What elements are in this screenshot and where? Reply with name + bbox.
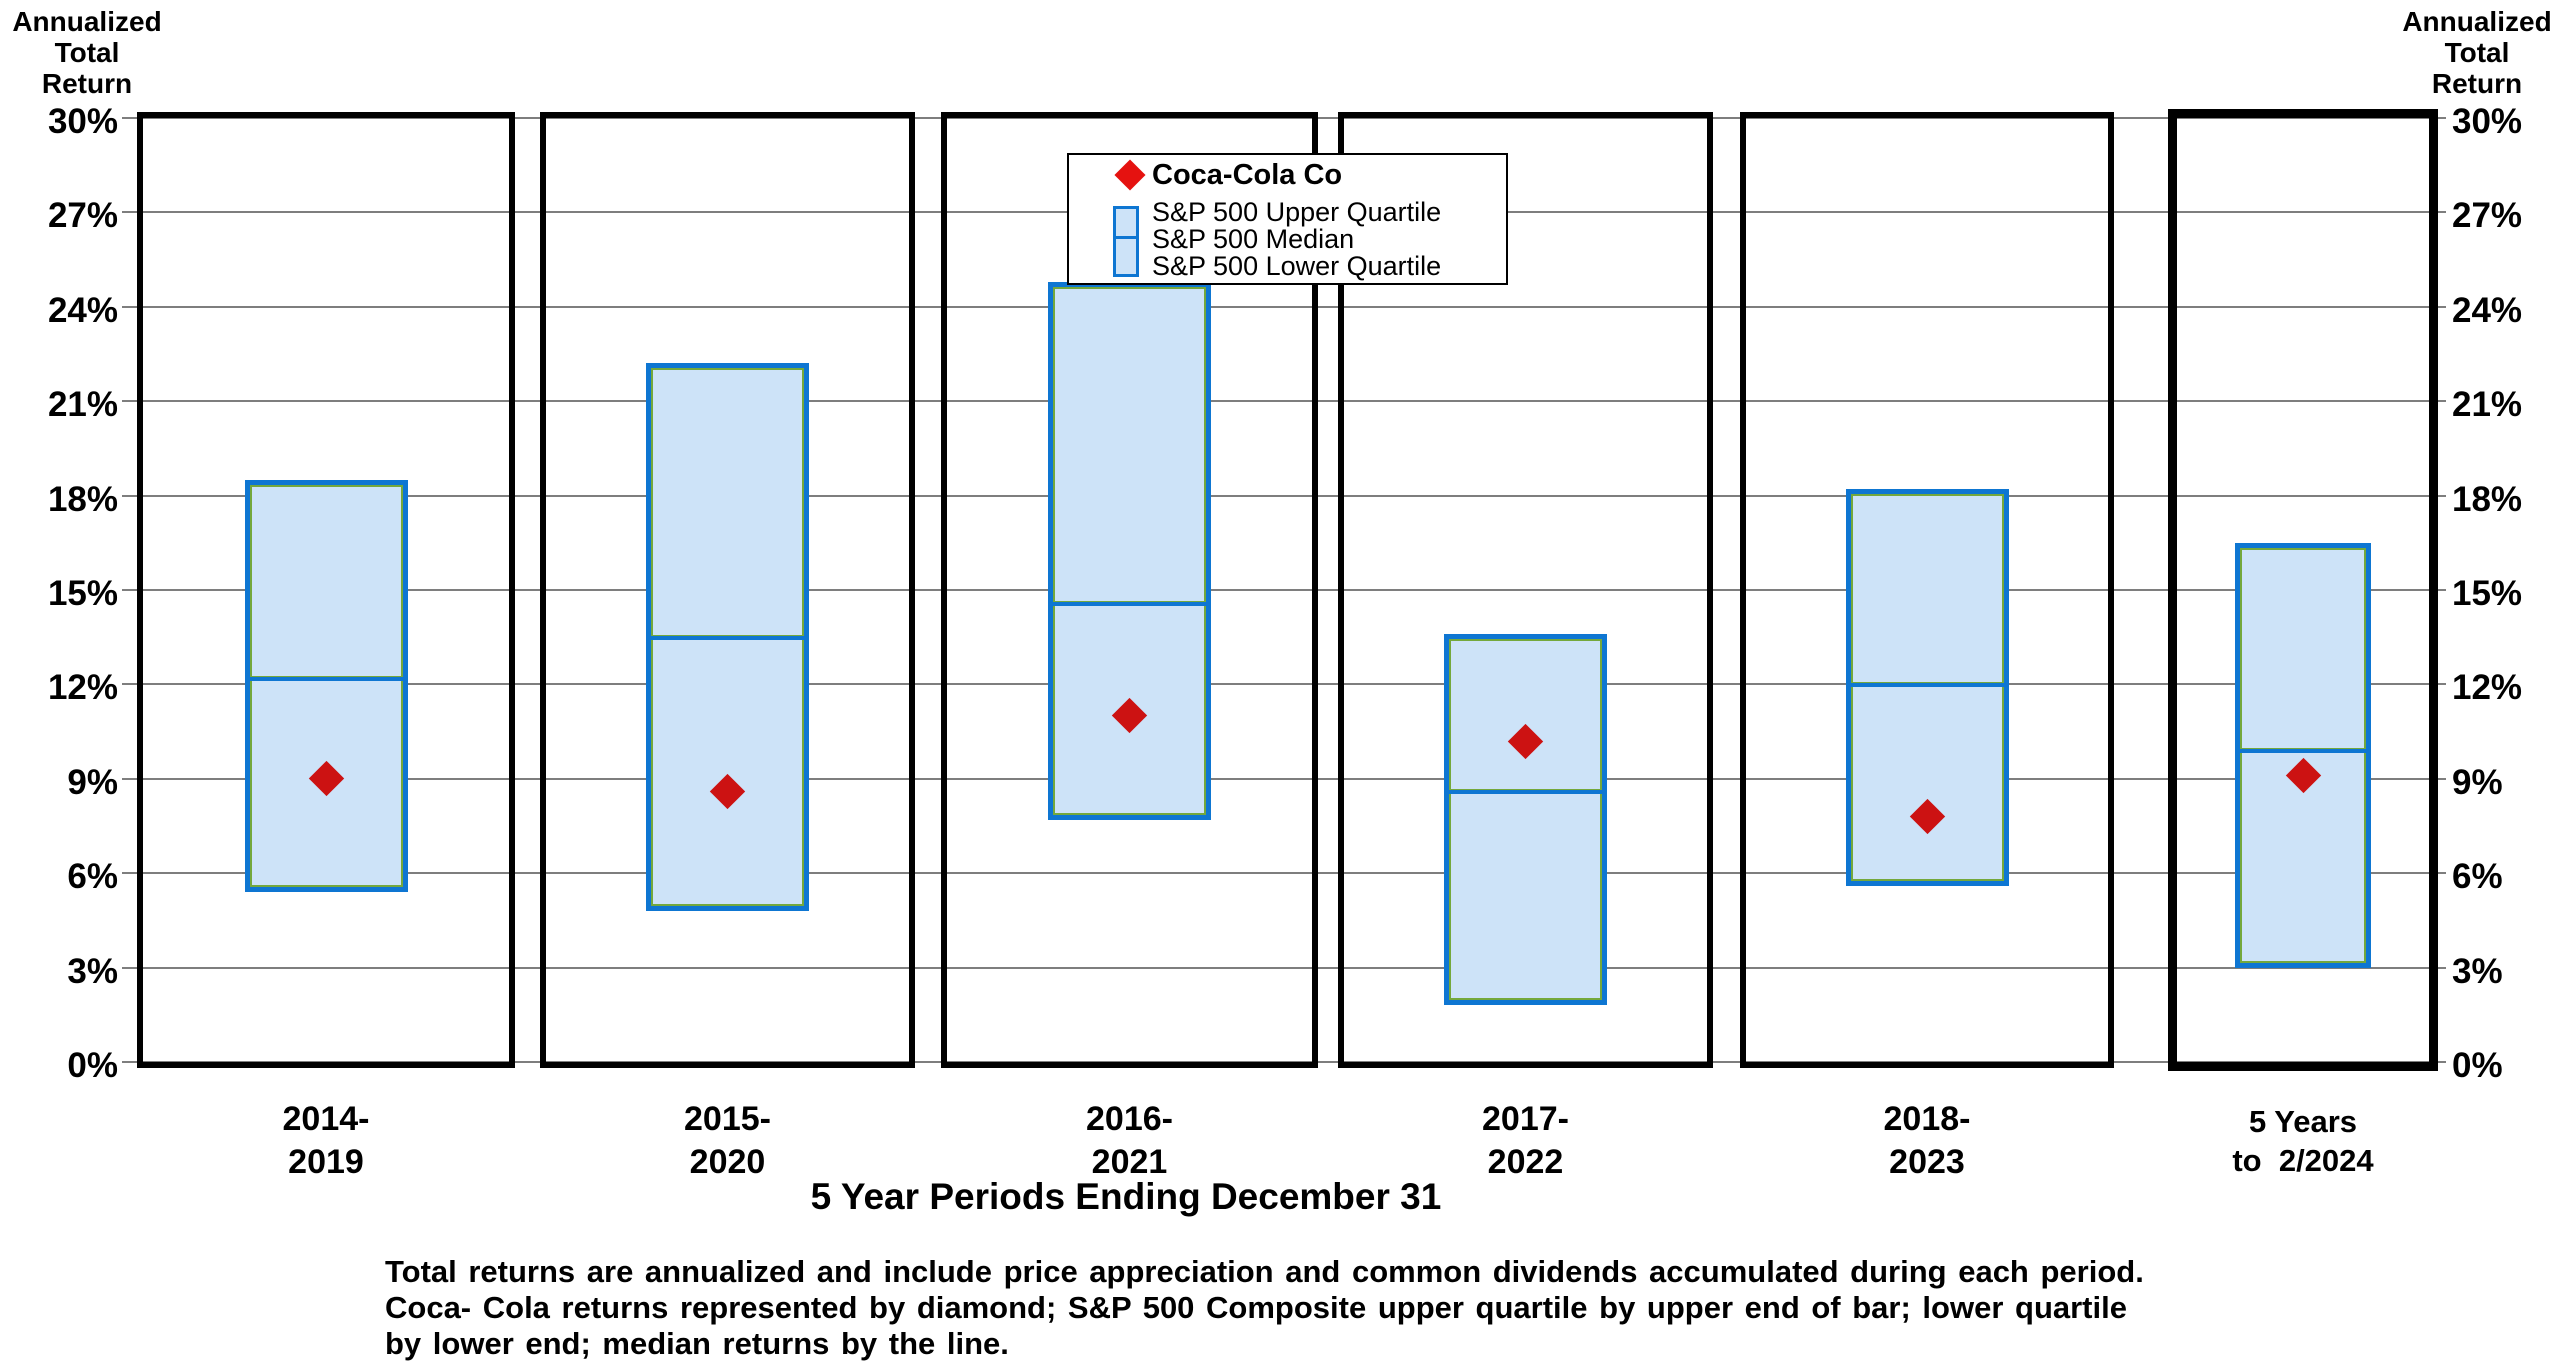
y-tick-label-right-12: 12% (2452, 668, 2523, 708)
y-tick-label-right-3: 3% (2452, 951, 2503, 991)
x-category-label-line: 2022 (1487, 1143, 1564, 1181)
sp500-quartile-bar-4 (1444, 634, 1607, 1006)
median-line-icon (1116, 236, 1136, 239)
y-tick-label-left-27: 27% (47, 196, 118, 236)
x-category-label-5: 2018- 2023 (1740, 1098, 2114, 1184)
x-category-label-2: 2015- 2020 (540, 1098, 915, 1184)
gridline-18 (122, 494, 2446, 497)
x-category-label-3: 2016- 2021 (941, 1098, 1318, 1184)
panel-3 (941, 112, 1318, 1068)
x-category-label-line: 2018- (1883, 1100, 1971, 1138)
y-tick-label-left-9: 9% (67, 762, 118, 802)
panel-5 (1740, 112, 2114, 1068)
y-tick-label-left-24: 24% (47, 290, 118, 330)
footnote-line: Coca- Cola returns represented by diamon… (385, 1290, 2127, 1325)
y-axis-title-line: Annualized (2402, 6, 2552, 37)
footnote: Total returns are annualized and include… (385, 1254, 2215, 1362)
y-tick-label-right-18: 18% (2452, 479, 2523, 519)
sp500-quartile-bar-1 (244, 479, 408, 893)
y-tick-label-left-3: 3% (67, 951, 118, 991)
sp500-quartile-bar-3 (1048, 281, 1211, 820)
gridline-6 (122, 872, 2446, 875)
legend-items: S&P 500 Upper Quartile S&P 500 Median S&… (1152, 199, 1441, 280)
y-axis-title-right: Annualized Total Return (2392, 6, 2560, 99)
x-category-label-line: 2021 (1091, 1143, 1168, 1181)
x-category-label-4: 2017- 2022 (1338, 1098, 1713, 1184)
y-tick-label-right-24: 24% (2452, 290, 2523, 330)
x-category-label-line: 2019 (288, 1143, 364, 1181)
panel-2 (540, 112, 915, 1068)
gridline-21 (122, 400, 2446, 403)
gridline-9 (122, 777, 2446, 780)
y-tick-label-left-6: 6% (67, 857, 118, 897)
x-category-label-line: 2023 (1889, 1143, 1965, 1181)
legend-label-lower-quartile: S&P 500 Lower Quartile (1152, 251, 1442, 281)
sp500-quartile-bar-6 (2235, 542, 2371, 968)
y-tick-label-right-21: 21% (2452, 385, 2523, 425)
x-category-label-line: 2014- (282, 1100, 370, 1138)
sp500-quartile-bar-2 (646, 363, 809, 911)
gridline-15 (122, 589, 2446, 591)
y-tick-label-right-30: 30% (2452, 102, 2523, 141)
x-category-label-1: 2014- 2019 (137, 1098, 515, 1184)
x-axis-caption: 5 Year Periods Ending December 31 (810, 1176, 1442, 1217)
sp500-median-line-5 (1850, 682, 2004, 688)
gridline-12 (122, 683, 2446, 686)
y-tick-label-left-30: 30% (47, 102, 118, 141)
footnote-line: Total returns are annualized and include… (385, 1254, 2144, 1289)
sp500-median-line-3 (1053, 600, 1206, 606)
x-category-label-line: 2016- (1086, 1100, 1173, 1138)
x-category-label-line: 5 Years (2248, 1104, 2358, 1139)
y-tick-label-left-12: 12% (47, 668, 118, 708)
sp500-median-line-1 (249, 676, 403, 682)
legend: Coca-Cola Co S&P 500 Upper Quartile S&P … (1067, 153, 1508, 285)
coca-cola-diamond-icon (1114, 159, 1146, 191)
y-axis-title-line: Annualized (12, 6, 162, 37)
y-tick-label-right-9: 9% (2452, 762, 2503, 802)
panel-6 (2168, 109, 2438, 1071)
legend-label-upper-quartile: S&P 500 Upper Quartile (1152, 197, 1442, 227)
gridline-30 (122, 117, 2446, 119)
gridline-3 (122, 966, 2446, 969)
y-tick-label-left-21: 21% (47, 385, 118, 425)
y-axis-title-line: Total (2444, 37, 2510, 68)
y-axis-title-line: Return (2431, 68, 2523, 99)
y-tick-label-right-0: 0% (2452, 1046, 2503, 1085)
x-category-label-6: 5 Years to 2/2024 (2168, 1102, 2438, 1180)
sp500-median-line-2 (651, 635, 804, 641)
panel-1 (137, 112, 515, 1068)
y-axis-title-line: Return (41, 68, 133, 99)
sp500-median-line-6 (2240, 748, 2366, 754)
y-tick-label-right-6: 6% (2452, 857, 2503, 897)
y-tick-label-left-0: 0% (67, 1046, 118, 1085)
y-tick-label-left-15: 15% (47, 574, 118, 613)
y-axis-title-left: Annualized Total Return (2, 6, 172, 99)
footnote-line: by lower end; median returns by the line… (385, 1326, 1009, 1361)
gridline-24 (122, 305, 2446, 308)
x-category-label-line: 2015- (684, 1100, 771, 1138)
legend-label-median: S&P 500 Median (1152, 224, 1355, 254)
panel-4 (1338, 112, 1713, 1068)
y-tick-label-right-27: 27% (2452, 196, 2523, 236)
y-tick-label-right-15: 15% (2452, 574, 2523, 613)
x-category-label-line: 2017- (1482, 1100, 1569, 1138)
sp500-median-line-4 (1449, 789, 1602, 795)
x-category-label-line: to 2/2024 (2232, 1143, 2374, 1178)
y-tick-label-left-18: 18% (47, 479, 118, 519)
y-axis-title-line: Total (54, 37, 120, 68)
legend-label-coca-cola: Coca-Cola Co (1152, 159, 1343, 191)
x-category-label-line: 2020 (689, 1143, 766, 1181)
quartile-bar-icon (1113, 206, 1139, 277)
